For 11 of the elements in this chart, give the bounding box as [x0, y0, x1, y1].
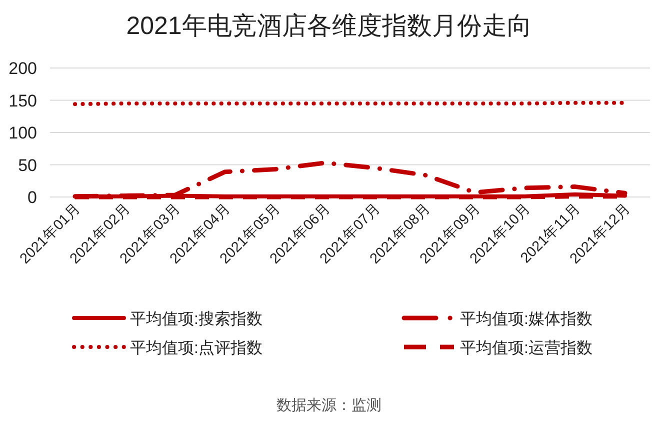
y-tick-label: 200: [8, 59, 37, 78]
y-tick-label: 150: [8, 91, 37, 110]
y-tick-label: 50: [18, 156, 37, 175]
annotation: 数据来源：监测: [276, 397, 382, 414]
y-tick-label: 0: [28, 188, 37, 207]
legend-label: 平均值项:搜索指数: [130, 310, 262, 328]
legend-label: 平均值项:媒体指数: [460, 310, 592, 328]
legend-label: 平均值项:运营指数: [460, 339, 592, 357]
title: 2021年电竞酒店各维度指数月份走向: [126, 12, 532, 40]
y-tick-label: 100: [8, 124, 37, 142]
legend-label: 平均值项:点评指数: [130, 339, 262, 357]
